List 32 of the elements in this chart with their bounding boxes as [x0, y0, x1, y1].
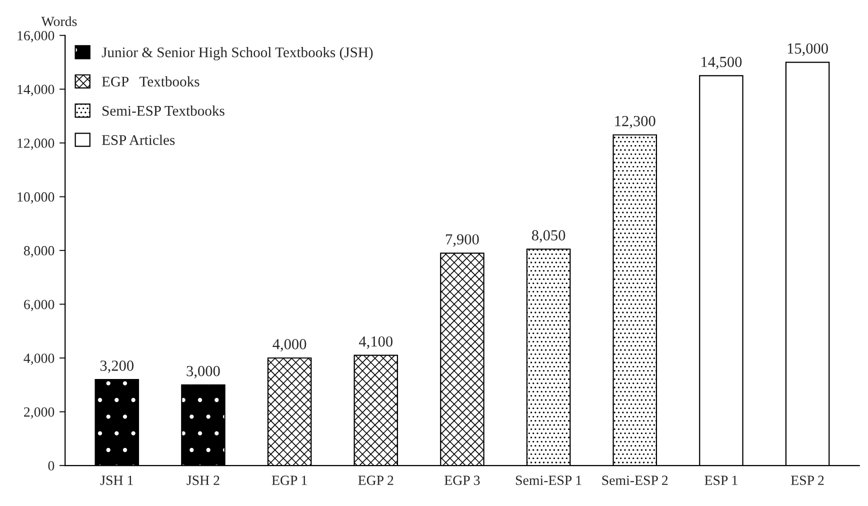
data-label: 14,500 [702, 56, 742, 70]
y-tick-label: 16,000 [18, 31, 54, 42]
y-tick-label: 10,000 [18, 192, 54, 204]
x-tick-label: JSH 2 [186, 476, 220, 486]
x-tick-label: Semi-ESP 1 [516, 476, 582, 486]
y-tick-label: 2,000 [24, 407, 54, 419]
x-tick-label: JSH 1 [100, 476, 133, 486]
y-axis-title: Words [41, 16, 77, 26]
x-tick-label: EGP 3 [444, 476, 480, 486]
y-tick-label: 0 [48, 461, 54, 470]
data-label: 8,050 [532, 230, 566, 243]
x-tick-label: ESP 1 [704, 476, 738, 486]
data-label: 4,100 [358, 336, 392, 349]
data-label: 4,000 [272, 339, 306, 352]
y-tick-label: 8,000 [24, 246, 54, 258]
legend-label: EGP Textbooks [102, 76, 200, 87]
y-tick-label: 6,000 [24, 300, 54, 312]
legend-label: ESP Articles [102, 134, 175, 145]
data-label: 15,000 [788, 43, 828, 56]
x-tick-label: ESP 2 [791, 476, 824, 486]
data-label: 3,200 [100, 360, 134, 374]
data-label: 3,000 [186, 366, 220, 378]
data-label: 7,900 [446, 234, 479, 247]
y-tick-label: 4,000 [24, 354, 54, 365]
legend-label: Semi-ESP Textbooks [102, 105, 224, 116]
x-tick-label: EGP 2 [358, 476, 394, 486]
y-tick-label: 14,000 [18, 84, 54, 96]
y-tick-label: 12,000 [18, 138, 54, 150]
x-tick-label: Semi-ESP 2 [602, 476, 668, 486]
legend-label: Junior & Senior High School Textbooks (JSH) [102, 47, 373, 60]
x-tick-label: EGP 1 [272, 476, 307, 486]
data-label: 12,300 [615, 116, 656, 128]
